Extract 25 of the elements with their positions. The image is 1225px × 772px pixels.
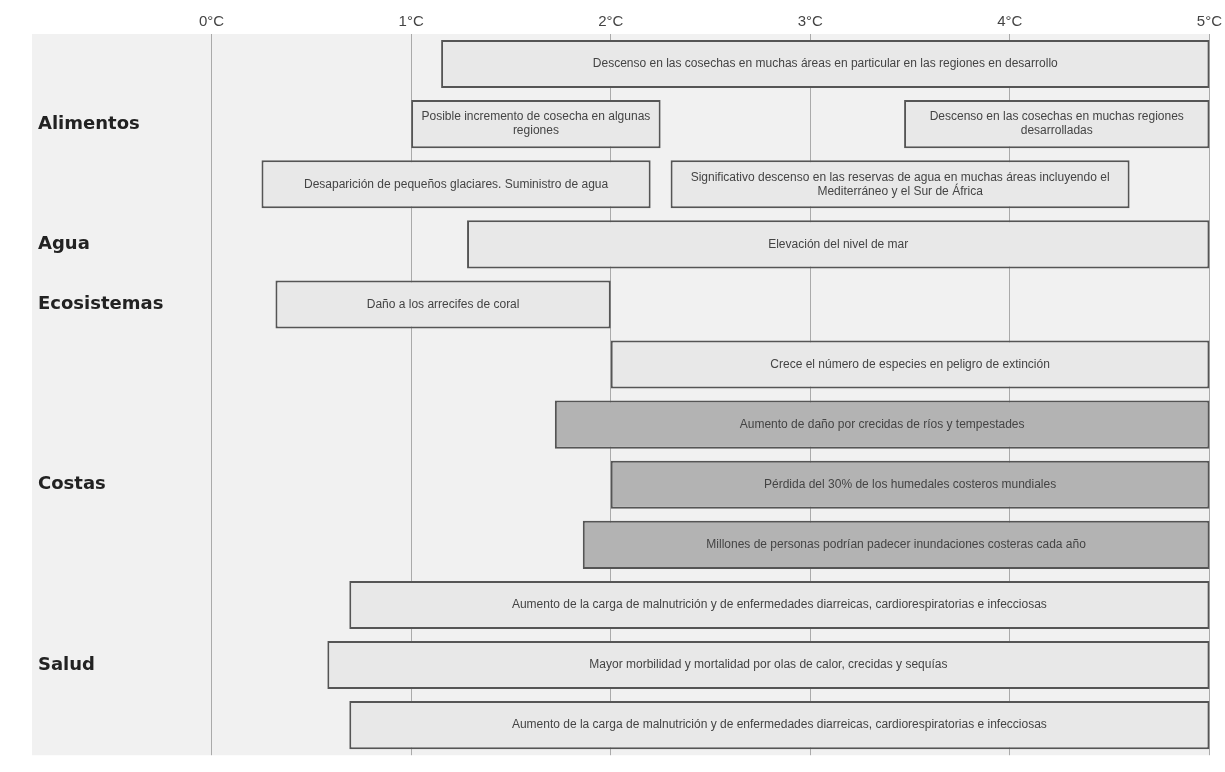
data-label: Aumento de la carga de malnutrición y de enfermedades diarreicas, cardiorespiratorias e infecciosas [511,717,1047,732]
x-tick-label: 5°C [1196,12,1223,30]
data-label: Millones de personas podrían padecer inundaciones costeras cada año [706,537,1087,552]
y-tick-label: Ecosistemas [38,292,164,314]
data-label: Significativo descenso en las reservas de agua en muchas áreas incluyendo el Mediterráneo y el Sur de África [690,169,1110,198]
data-label: Posible incremento de cosecha en algunas regiones [421,109,651,138]
data-label: Aumento de la carga de malnutrición y de enfermedades diarreicas, cardiorespiratorias e infecciosas [511,597,1047,612]
data-label: Descenso en las cosechas en muchas regiones desarrolladas [929,109,1184,138]
x-tick-label: 2°C [598,12,624,30]
data-label: Pérdida del 30% de los humedales costeros mundiales [763,477,1057,492]
x-tick-label: 4°C [997,12,1023,30]
data-label: Daño a los arrecifes de coral [366,296,520,311]
data-label: Descenso en las cosechas en muchas áreas en particular en las regiones en desarrollo [592,56,1059,71]
x-tick-label: 0°C [199,12,225,30]
data-label: Mayor morbilidad y mortalidad por olas de calor, crecidas y sequías [589,657,948,672]
x-tick-label: 1°C [398,12,424,30]
data-label: Aumento de daño por crecidas de ríos y tempestades [739,416,1025,431]
data-label: Elevación del nivel de mar [768,236,909,251]
x-tick-label: 3°C [797,12,824,30]
y-tick-label: Salud [38,652,95,674]
y-tick-label: Agua [38,232,90,254]
data-label: Crece el número de especies en peligro de extinción [770,356,1050,371]
y-tick-label: Alimentos [38,111,140,133]
y-tick-label: Costas [38,472,106,494]
data-label: Desaparición de pequeños glaciares. Suministro de agua [303,176,609,191]
